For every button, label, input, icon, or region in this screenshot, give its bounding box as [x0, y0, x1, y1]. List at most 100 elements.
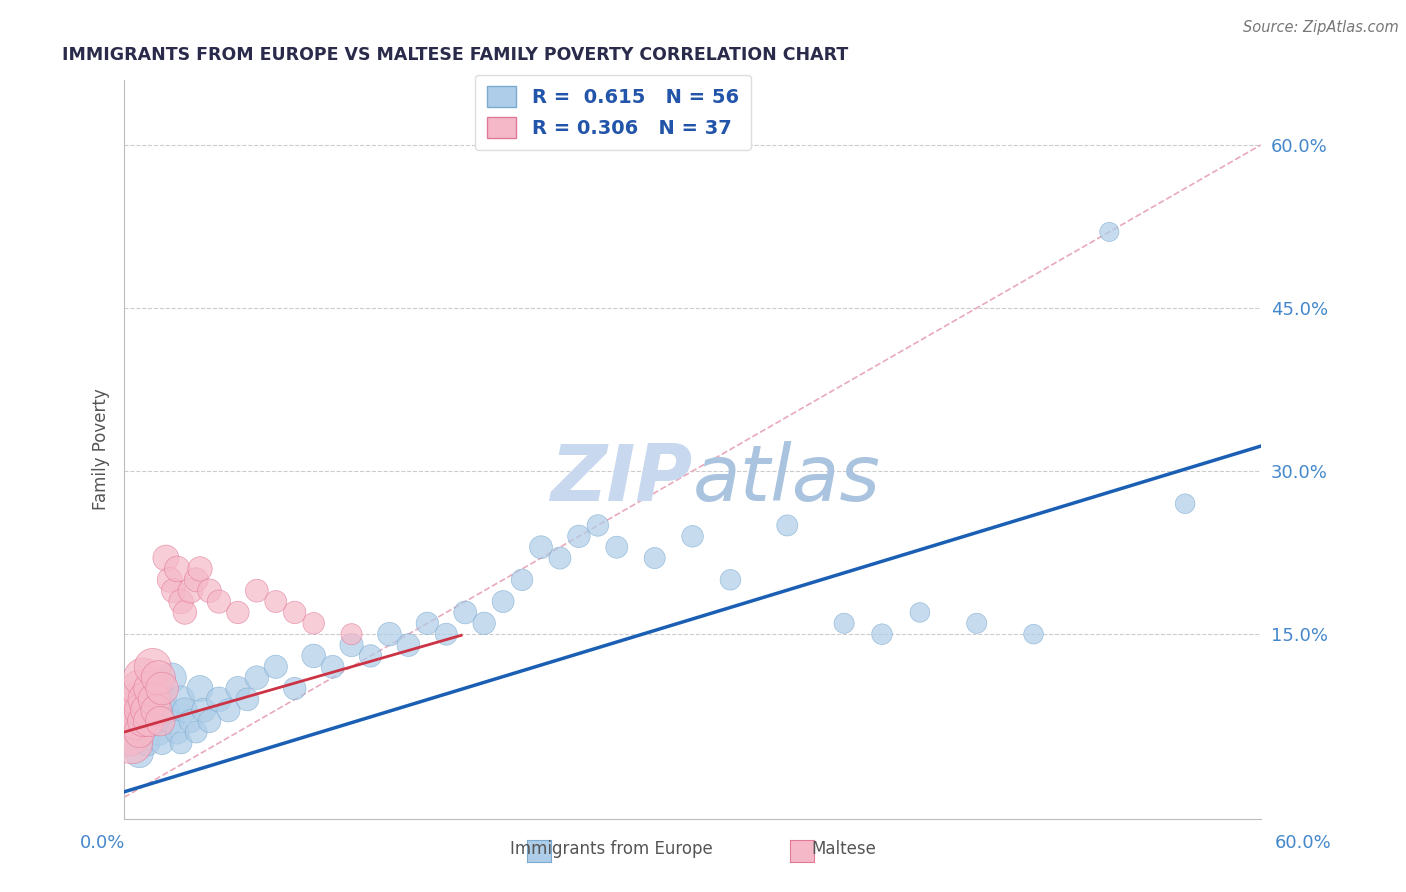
Point: [720, 573, 742, 587]
Point: [180, 714, 202, 728]
Point: [568, 529, 591, 543]
Point: [121, 736, 143, 750]
Legend: R =  0.615   N = 56, R = 0.306   N = 37: R = 0.615 N = 56, R = 0.306 N = 37: [475, 75, 751, 150]
Point: [322, 660, 344, 674]
Point: [510, 573, 533, 587]
Point: [908, 606, 931, 620]
Point: [264, 660, 287, 674]
Point: [170, 594, 193, 608]
Point: [127, 692, 149, 706]
Point: [170, 692, 193, 706]
Point: [142, 714, 165, 728]
Point: [193, 703, 215, 717]
Point: [150, 681, 173, 696]
Point: [148, 671, 170, 685]
Point: [682, 529, 704, 543]
Text: 0.0%: 0.0%: [80, 834, 125, 852]
Point: [198, 714, 221, 728]
Point: [132, 703, 155, 717]
Point: [142, 660, 165, 674]
Point: [226, 681, 249, 696]
Point: [129, 703, 152, 717]
Point: [160, 671, 183, 685]
Point: [530, 540, 553, 554]
Point: [454, 606, 477, 620]
Point: [1098, 225, 1121, 239]
Point: [236, 692, 259, 706]
Point: [186, 725, 208, 739]
Point: [150, 692, 173, 706]
Point: [548, 551, 571, 566]
Text: Immigrants from Europe: Immigrants from Europe: [510, 840, 713, 858]
Point: [246, 671, 269, 685]
Point: [128, 747, 150, 761]
Point: [155, 703, 177, 717]
Point: [136, 703, 159, 717]
Point: [870, 627, 893, 641]
Point: [416, 616, 439, 631]
Text: 60.0%: 60.0%: [1275, 834, 1331, 852]
Point: [606, 540, 628, 554]
Point: [132, 671, 155, 685]
Point: [173, 606, 195, 620]
Point: [122, 725, 145, 739]
Point: [284, 606, 307, 620]
Point: [832, 616, 855, 631]
Point: [302, 648, 325, 663]
Point: [246, 583, 269, 598]
Point: [149, 714, 172, 728]
Point: [1174, 497, 1197, 511]
Point: [434, 627, 457, 641]
Point: [124, 714, 146, 728]
Point: [143, 692, 166, 706]
Point: [160, 714, 183, 728]
Point: [188, 681, 211, 696]
Point: [360, 648, 382, 663]
Point: [138, 714, 160, 728]
Point: [340, 627, 363, 641]
Point: [284, 681, 307, 696]
Point: [378, 627, 401, 641]
Text: atlas: atlas: [693, 441, 880, 517]
Point: [644, 551, 666, 566]
Point: [492, 594, 515, 608]
Point: [586, 518, 609, 533]
Text: Source: ZipAtlas.com: Source: ZipAtlas.com: [1243, 20, 1399, 35]
Point: [173, 703, 195, 717]
Point: [150, 736, 173, 750]
Point: [776, 518, 799, 533]
Point: [136, 736, 159, 750]
Y-axis label: Family Poverty: Family Poverty: [93, 389, 110, 510]
Point: [217, 703, 239, 717]
Point: [1022, 627, 1045, 641]
Point: [128, 681, 150, 696]
Point: [340, 638, 363, 652]
Point: [396, 638, 419, 652]
Point: [128, 725, 150, 739]
Point: [208, 594, 231, 608]
Point: [162, 583, 184, 598]
Point: [145, 703, 167, 717]
Point: [166, 562, 188, 576]
Point: [264, 594, 287, 608]
Point: [966, 616, 988, 631]
Point: [198, 583, 221, 598]
Point: [188, 562, 211, 576]
Point: [155, 551, 177, 566]
Point: [166, 725, 188, 739]
Point: [226, 606, 249, 620]
Point: [170, 736, 193, 750]
Point: [302, 616, 325, 631]
Point: [472, 616, 495, 631]
Point: [142, 681, 165, 696]
Point: [180, 583, 202, 598]
Point: [208, 692, 231, 706]
Text: ZIP: ZIP: [550, 441, 693, 517]
Point: [186, 573, 208, 587]
Point: [117, 725, 139, 739]
Point: [148, 725, 170, 739]
Point: [139, 681, 162, 696]
Text: IMMIGRANTS FROM EUROPE VS MALTESE FAMILY POVERTY CORRELATION CHART: IMMIGRANTS FROM EUROPE VS MALTESE FAMILY…: [62, 46, 848, 64]
Point: [122, 703, 145, 717]
Point: [159, 573, 181, 587]
